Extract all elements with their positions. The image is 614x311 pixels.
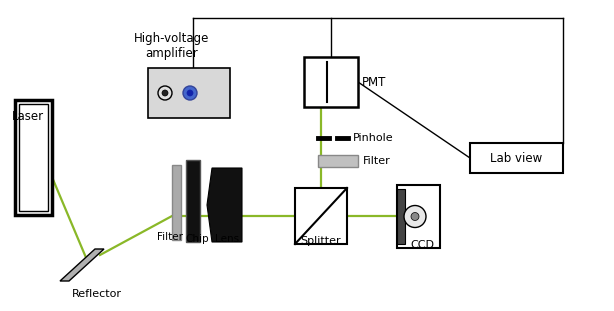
Circle shape bbox=[411, 212, 419, 220]
Bar bbox=[397, 185, 440, 248]
Text: Lab view: Lab view bbox=[491, 151, 543, 165]
Circle shape bbox=[162, 90, 168, 96]
Text: CCD: CCD bbox=[411, 240, 435, 250]
Text: Filter: Filter bbox=[157, 232, 183, 242]
Text: Reflector: Reflector bbox=[72, 289, 122, 299]
Circle shape bbox=[187, 90, 193, 96]
Text: Chip: Chip bbox=[185, 234, 209, 244]
Bar bbox=[397, 189, 405, 244]
Bar bbox=[470, 143, 563, 173]
Text: Pinhole: Pinhole bbox=[353, 133, 394, 143]
Circle shape bbox=[158, 86, 172, 100]
Bar bbox=[19, 104, 48, 211]
Bar bbox=[148, 68, 230, 118]
Text: PMT: PMT bbox=[362, 76, 386, 89]
Bar bbox=[186, 160, 200, 242]
Text: Laser: Laser bbox=[12, 110, 44, 123]
Bar bbox=[295, 188, 347, 244]
Bar bbox=[172, 165, 181, 240]
Text: High-voltage
amplifier: High-voltage amplifier bbox=[134, 32, 210, 60]
Bar bbox=[318, 155, 358, 167]
Text: Filter: Filter bbox=[363, 156, 391, 166]
Polygon shape bbox=[60, 249, 104, 281]
Circle shape bbox=[183, 86, 197, 100]
Text: Lens: Lens bbox=[216, 234, 239, 244]
Text: Splitter: Splitter bbox=[301, 236, 341, 246]
Circle shape bbox=[404, 206, 426, 228]
Bar bbox=[304, 57, 358, 107]
Bar bbox=[15, 100, 52, 215]
Polygon shape bbox=[207, 168, 242, 242]
